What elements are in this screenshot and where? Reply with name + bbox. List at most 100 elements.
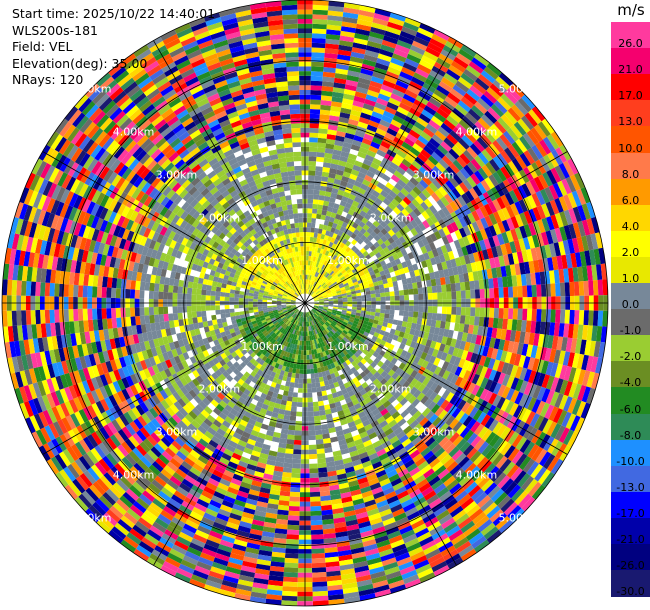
radar-cell bbox=[314, 425, 322, 431]
radar-cell bbox=[319, 219, 325, 225]
radar-cell bbox=[550, 131, 564, 148]
radar-cell bbox=[588, 310, 594, 326]
radar-cell bbox=[427, 332, 434, 341]
radar-cell bbox=[430, 340, 437, 349]
radar-cell bbox=[310, 373, 315, 379]
radar-cell bbox=[399, 295, 405, 301]
radar-cell bbox=[563, 194, 573, 210]
radar-cell bbox=[417, 63, 432, 75]
radar-cell bbox=[321, 275, 326, 281]
radar-cell bbox=[310, 222, 316, 228]
radar-cell bbox=[440, 196, 450, 207]
radar-cell bbox=[361, 137, 372, 146]
radar-cell bbox=[323, 254, 328, 261]
radar-cell bbox=[318, 296, 324, 299]
radar-cell bbox=[314, 304, 319, 307]
radar-cell bbox=[331, 291, 337, 295]
radar-cell bbox=[310, 520, 323, 526]
radar-cell bbox=[455, 314, 461, 324]
radar-cell bbox=[565, 337, 573, 353]
radar-cell bbox=[306, 250, 310, 256]
radar-cell bbox=[469, 85, 484, 98]
radar-cell bbox=[510, 390, 520, 403]
radar-cell bbox=[322, 292, 327, 296]
radar-cell bbox=[561, 337, 568, 352]
radar-cell bbox=[328, 241, 334, 248]
radar-cell bbox=[379, 48, 394, 58]
radar-cell bbox=[336, 126, 347, 133]
radar-cell bbox=[284, 410, 291, 416]
radar-cell bbox=[355, 312, 361, 317]
radar-cell bbox=[456, 290, 462, 299]
radar-cell bbox=[388, 266, 395, 273]
radar-cell bbox=[454, 339, 462, 349]
radar-cell bbox=[428, 155, 439, 166]
radar-cell bbox=[293, 387, 299, 393]
radar-cell bbox=[394, 341, 402, 348]
radar-cell bbox=[358, 221, 366, 228]
radar-cell bbox=[323, 307, 328, 310]
radar-cell bbox=[320, 104, 331, 111]
radar-cell bbox=[376, 181, 386, 190]
radar-cell bbox=[354, 241, 361, 249]
radar-cell bbox=[527, 397, 537, 411]
radar-cell bbox=[287, 515, 300, 521]
radar-cell bbox=[332, 267, 338, 273]
radar-cell bbox=[532, 220, 541, 235]
radar-cell bbox=[309, 285, 313, 290]
radar-cell bbox=[354, 315, 361, 320]
radar-cell bbox=[413, 242, 421, 250]
radar-cell bbox=[321, 229, 327, 235]
radar-cell bbox=[498, 72, 514, 87]
radar-cell bbox=[379, 201, 388, 210]
radar-cell bbox=[453, 356, 462, 367]
radar-cell bbox=[336, 292, 342, 296]
radar-cell bbox=[535, 400, 546, 416]
radar-cell bbox=[323, 304, 329, 307]
radar-cell bbox=[447, 329, 454, 339]
radar-cell bbox=[463, 370, 472, 381]
radar-cell bbox=[327, 206, 334, 213]
radar-cell bbox=[383, 239, 391, 247]
radar-cell bbox=[558, 196, 569, 212]
radar-cell bbox=[529, 178, 540, 193]
radar-cell bbox=[394, 195, 403, 204]
radar-cell bbox=[316, 284, 321, 289]
radar-cell bbox=[458, 237, 466, 248]
radar-cell bbox=[444, 193, 454, 204]
radar-cell bbox=[338, 185, 347, 192]
radar-cell bbox=[329, 264, 334, 270]
radar-cell bbox=[342, 16, 358, 24]
radar-cell bbox=[505, 329, 512, 341]
radar-cell bbox=[289, 496, 300, 502]
radar-cell bbox=[421, 210, 430, 220]
radar-cell bbox=[541, 118, 555, 135]
radar-cell bbox=[503, 90, 518, 105]
radar-cell bbox=[455, 52, 472, 65]
radar-cell bbox=[369, 286, 375, 291]
radar-cell bbox=[405, 167, 416, 177]
radar-cell bbox=[418, 330, 425, 338]
radar-cell bbox=[577, 205, 587, 221]
radar-cell bbox=[377, 320, 384, 326]
radar-cell bbox=[313, 297, 319, 300]
radar-cell bbox=[576, 401, 587, 418]
radar-cell bbox=[446, 362, 454, 373]
radar-cell bbox=[454, 257, 462, 267]
radar-cell bbox=[495, 137, 508, 151]
radar-cell bbox=[306, 369, 311, 374]
radar-cell bbox=[348, 283, 355, 288]
radar-cell bbox=[503, 130, 516, 145]
radar-cell bbox=[307, 397, 313, 403]
radar-cell bbox=[393, 314, 399, 321]
radar-cell bbox=[310, 227, 315, 233]
radar-cell bbox=[344, 317, 350, 322]
radar-cell bbox=[336, 278, 342, 284]
radar-cell bbox=[431, 285, 438, 293]
radar-cell bbox=[285, 443, 294, 450]
radar-cell bbox=[298, 383, 303, 389]
radar-cell bbox=[353, 281, 359, 286]
radar-cell bbox=[535, 246, 543, 260]
radar-cell bbox=[572, 324, 579, 339]
radar-cell bbox=[483, 203, 493, 216]
